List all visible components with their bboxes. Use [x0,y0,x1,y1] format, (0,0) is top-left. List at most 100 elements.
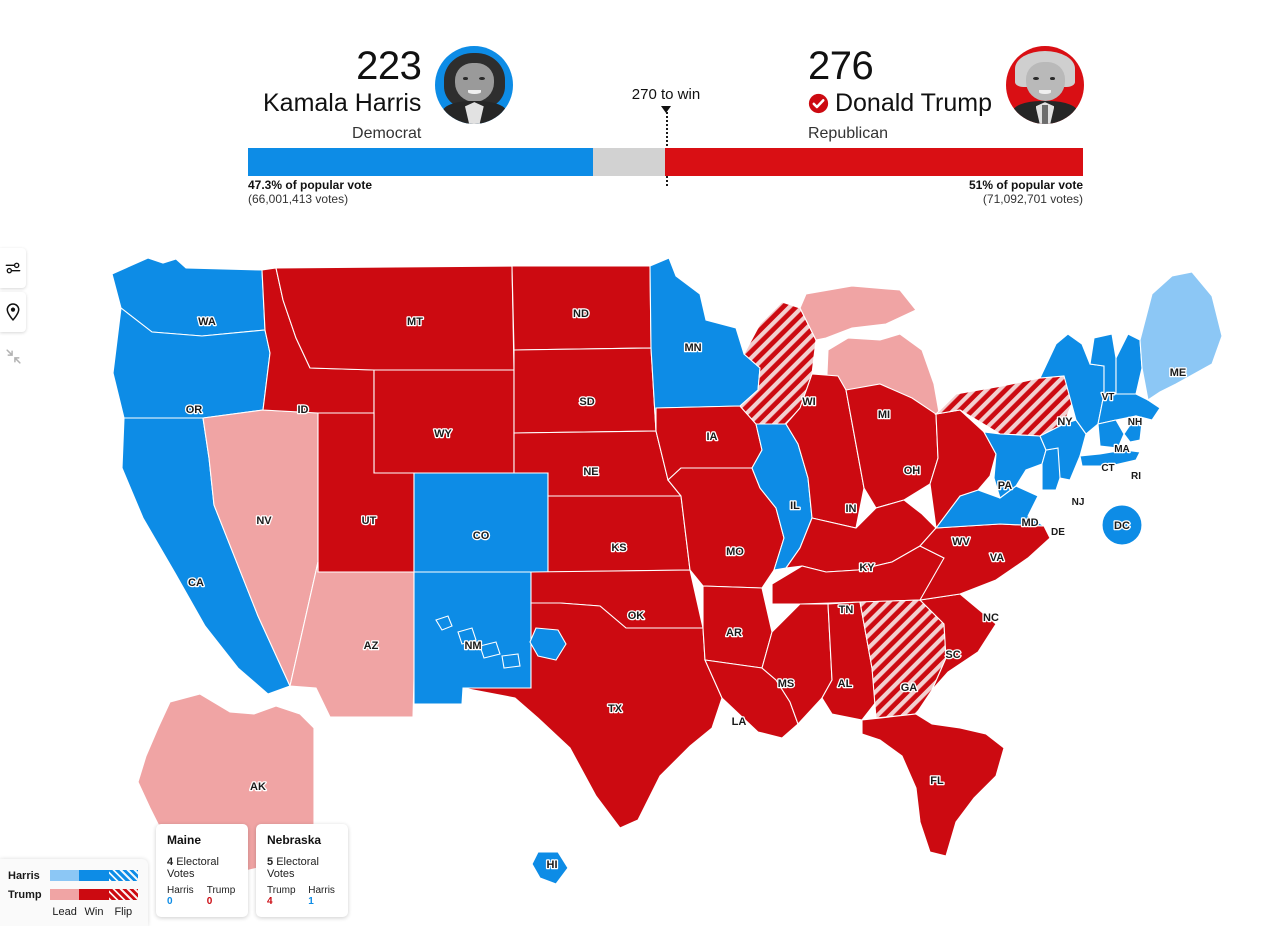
label-TX: TX [608,703,623,715]
threshold-triangle-icon [661,106,671,113]
nebraska-title: Nebraska [267,833,322,847]
key-tier-flip: Flip [114,906,133,918]
swatch-harris-flip [108,870,138,881]
harris-party: Democrat [352,125,422,142]
maine-ev-count: 4 [167,856,174,868]
state-CT[interactable] [1097,419,1125,449]
label-PA: PA [998,480,1013,492]
location-pin-icon [6,303,20,321]
label-IN: IN [846,503,857,515]
label-HI: HI [547,859,558,871]
harris-avatar [435,46,514,124]
label-MO: MO [726,546,744,558]
trump-avatar [1006,46,1084,124]
swatch-trump-flip [108,889,138,900]
swatch-harris-win [79,870,109,881]
map-legend-row: Harris Trump Lead Win Flip Maine 4 Elect… [0,824,348,926]
label-OK: OK [628,610,645,622]
maine-ev: 4 Electoral Votes [167,856,237,880]
us-election-map[interactable]: WA OR CA NV ID MT WY UT AZ CO NM ND SD N… [0,228,1270,926]
map-settings-button[interactable] [0,248,26,288]
candidate-trump-text: 276 Donald Trump Republican [794,46,1006,145]
bar-segment-harris [248,148,593,176]
state-MT[interactable] [275,265,515,371]
nebraska-trump-value: 4 [267,896,273,907]
threshold-label: 270 to win [631,86,701,103]
label-NC: NC [983,612,999,624]
label-MD: MD [1021,517,1038,529]
state-DC[interactable] [1101,504,1143,546]
trump-name-row: Donald Trump [808,88,992,118]
label-ME: ME [1170,367,1187,379]
key-swatches-harris [50,870,138,881]
state-MS[interactable] [761,603,833,726]
state-KS[interactable] [547,495,691,573]
maine-ev-label: Electoral Votes [167,856,219,880]
label-WV: WV [952,536,970,548]
label-AR: AR [726,627,742,639]
label-FL: FL [930,775,944,787]
split-state-card-nebraska[interactable]: Nebraska 5 Electoral Votes Trump 4 Harri… [256,824,348,917]
key-tier-win: Win [84,906,104,918]
label-OH: OH [904,465,921,477]
nebraska-harris-value: 1 [308,896,314,907]
collapse-map-button[interactable] [0,336,26,376]
label-NE: NE [583,466,598,478]
nebraska-split-trump: Trump 4 [267,885,297,907]
state-CO[interactable] [413,472,549,573]
state-HI[interactable] [435,615,567,669]
key-label-harris: Harris [8,869,40,882]
state-MA[interactable] [1097,393,1161,425]
label-NJ: NJ [1072,497,1085,508]
sliders-icon [5,262,21,274]
state-ME[interactable] [1139,271,1223,401]
state-TX[interactable] [462,602,723,829]
maine-harris-value: 0 [167,896,173,907]
key-tier-lead: Lead [52,906,77,918]
state-WY[interactable] [373,369,515,474]
locate-me-button[interactable] [0,292,26,332]
us-map-svg[interactable]: WA OR CA NV ID MT WY UT AZ CO NM ND SD N… [0,228,1270,926]
label-MT: MT [407,316,423,328]
collapse-arrows-icon [5,348,21,364]
swatch-trump-win [79,889,109,900]
label-GA: GA [901,682,918,694]
state-SC[interactable] [918,593,997,691]
label-NM: NM [464,640,481,652]
key-label-trump: Trump [8,888,42,901]
hawaii-big-island[interactable] [531,851,569,885]
label-OR: OR [186,404,203,416]
split-state-card-maine[interactable]: Maine 4 Electoral Votes Harris 0 Trump 0 [156,824,248,917]
label-NH: NH [1128,417,1142,428]
trump-popular-count: (71,092,701 votes) [982,192,1083,206]
label-AL: AL [838,678,853,690]
maine-trump-name: Trump [206,885,236,896]
nebraska-ev: 5 Electoral Votes [267,856,337,880]
harris-popular-vote: 47.3% of popular vote (66,001,413 votes) [248,178,372,206]
swatch-harris-lead [50,870,80,881]
label-VT: VT [1102,392,1115,403]
maine-split-harris: Harris 0 [167,885,196,907]
nebraska-ev-count: 5 [267,856,274,868]
label-LA: LA [732,716,747,728]
state-FL[interactable] [861,713,1005,857]
label-KY: KY [859,562,875,574]
map-toolbar [0,248,26,380]
trump-popular-vote: 51% of popular vote (71,092,701 votes) [969,178,1083,206]
state-RI[interactable] [1123,415,1143,443]
trump-electoral-votes: 276 [807,44,874,88]
candidate-trump: 276 Donald Trump Republican [794,46,1084,145]
state-SD[interactable] [513,347,657,434]
trump-name: Donald Trump [834,89,992,117]
label-DE: DE [1051,527,1065,538]
nebraska-trump-name: Trump [267,885,296,896]
harris-popular-count: (66,001,413 votes) [248,192,349,206]
threshold-marker: 270 to win [604,86,728,113]
label-TN: TN [839,604,854,616]
harris-popular-pct: 47.3% of popular vote [248,178,373,192]
state-WV[interactable] [929,409,997,530]
label-AK: AK [250,781,266,793]
state-NH[interactable] [1115,333,1143,395]
harris-name-row: Kamala Harris [263,88,421,118]
label-CA: CA [188,577,204,589]
